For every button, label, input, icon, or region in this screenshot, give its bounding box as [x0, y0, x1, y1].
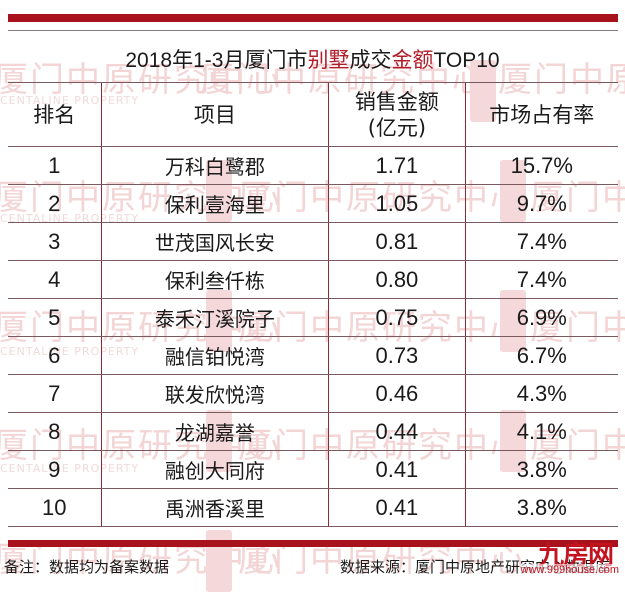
header-rank: 排名 — [8, 82, 102, 147]
cell-project: 保利壹海里 — [100, 184, 329, 223]
cell-share: 4.1% — [464, 412, 618, 451]
title-part-2: 成交 — [349, 49, 392, 72]
table-row: 2 保利壹海里 1.05 9.7% — [8, 184, 618, 223]
cell-rank: 4 — [8, 260, 102, 299]
bottom-red-band — [8, 540, 618, 547]
table-row: 9 融创大同府 0.41 3.8% — [8, 450, 618, 489]
site-url: www.999house.com — [520, 564, 619, 576]
header-sales: 销售金额 (亿元) — [328, 82, 466, 147]
cell-sales: 0.44 — [328, 412, 466, 451]
header-sales-line2: (亿元) — [367, 115, 427, 140]
cell-share: 3.8% — [464, 488, 618, 527]
top-red-band — [8, 14, 618, 22]
header-sales-line1: 销售金额 — [354, 89, 439, 114]
cell-rank: 3 — [8, 222, 102, 261]
title-highlight-amount: 金额 — [391, 49, 434, 72]
table-row: 6 融信铂悦湾 0.73 6.7% — [8, 336, 618, 375]
cell-rank: 6 — [8, 336, 102, 375]
table-row: 10 禹洲香溪里 0.41 3.8% — [8, 488, 618, 527]
cell-share: 9.7% — [464, 184, 618, 223]
cell-share: 3.8% — [464, 450, 618, 489]
cell-project: 禹洲香溪里 — [100, 488, 329, 527]
cell-project: 融创大同府 — [100, 450, 329, 489]
cell-sales: 0.46 — [328, 374, 466, 413]
table-row: 5 泰禾汀溪院子 0.75 6.9% — [8, 298, 618, 337]
cell-rank: 1 — [8, 146, 102, 185]
cell-share: 7.4% — [464, 222, 618, 261]
cell-project: 保利叁仟栋 — [100, 260, 329, 299]
header-share: 市场占有率 — [464, 82, 618, 147]
cell-sales: 1.71 — [328, 146, 466, 185]
table-row: 8 龙湖嘉誉 0.44 4.1% — [8, 412, 618, 451]
cell-rank: 2 — [8, 184, 102, 223]
cell-rank: 10 — [8, 488, 102, 527]
cell-sales: 0.81 — [328, 222, 466, 261]
cell-rank: 9 — [8, 450, 102, 489]
cell-share: 4.3% — [464, 374, 618, 413]
cell-share: 7.4% — [464, 260, 618, 299]
page-title: 2018年1-3月厦门市别墅成交金额TOP10 — [0, 44, 625, 74]
cell-project: 融信铂悦湾 — [100, 336, 329, 375]
title-part-1: 2018年1-3月厦门市 — [125, 49, 308, 72]
cell-share: 6.7% — [464, 336, 618, 375]
cell-project: 泰禾汀溪院子 — [100, 298, 329, 337]
ranking-table: 排名 项目 销售金额 (亿元) 市场占有率 1 万科白鹭郡 1.71 15.7%… — [8, 82, 618, 527]
cell-sales: 0.73 — [328, 336, 466, 375]
title-part-3: TOP10 — [433, 49, 500, 72]
table-row: 1 万科白鹭郡 1.71 15.7% — [8, 146, 618, 185]
table-row: 4 保利叁仟栋 0.80 7.4% — [8, 260, 618, 299]
cell-rank: 5 — [8, 298, 102, 337]
footer-note: 备注：数据均为备案数据 — [4, 558, 170, 576]
cell-share: 15.7% — [464, 146, 618, 185]
cell-share: 6.9% — [464, 298, 618, 337]
cell-rank: 7 — [8, 374, 102, 413]
cell-sales: 1.05 — [328, 184, 466, 223]
cell-sales: 0.41 — [328, 488, 466, 527]
cell-sales: 0.75 — [328, 298, 466, 337]
title-highlight-villa: 别墅 — [307, 49, 350, 72]
cell-project: 世茂国风长安 — [100, 222, 329, 261]
table-row: 7 联发欣悦湾 0.46 4.3% — [8, 374, 618, 413]
cell-rank: 8 — [8, 412, 102, 451]
cell-sales: 0.41 — [328, 450, 466, 489]
cell-project: 万科白鹭郡 — [100, 146, 329, 185]
table-row: 3 世茂国风长安 0.81 7.4% — [8, 222, 618, 261]
cell-project: 联发欣悦湾 — [100, 374, 329, 413]
table-header-row: 排名 项目 销售金额 (亿元) 市场占有率 — [8, 82, 618, 147]
cell-project: 龙湖嘉誉 — [100, 412, 329, 451]
cell-sales: 0.80 — [328, 260, 466, 299]
header-project: 项目 — [100, 82, 329, 147]
top-divider — [8, 30, 618, 31]
